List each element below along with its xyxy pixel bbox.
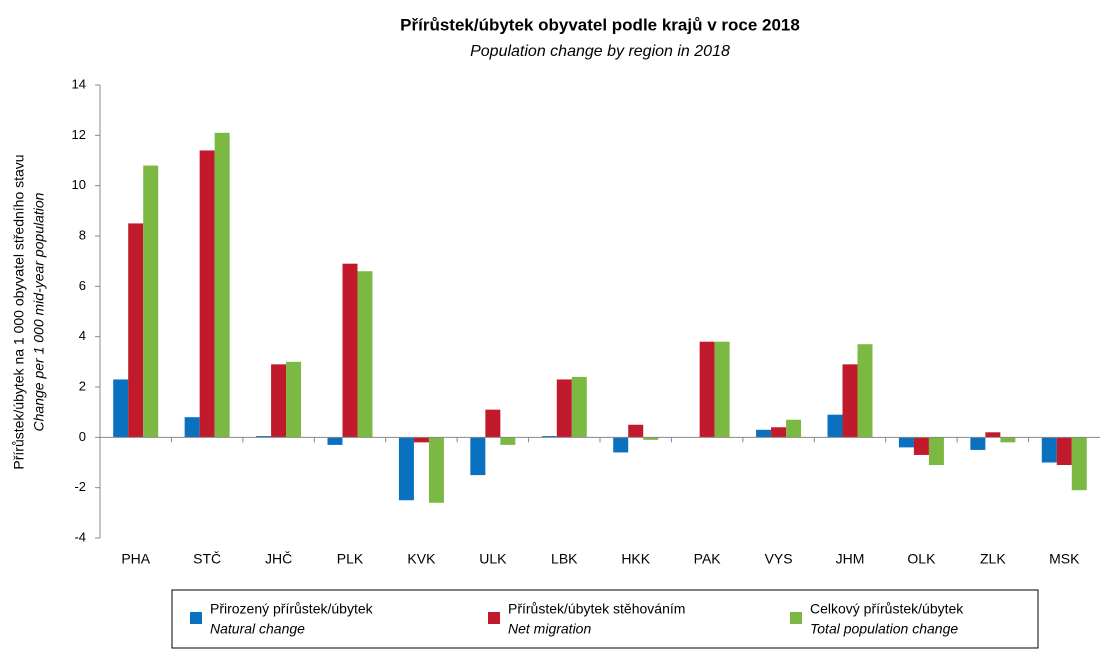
legend-box	[171, 589, 1039, 649]
bar	[256, 436, 272, 438]
bar	[199, 150, 215, 438]
x-tick-label: PAK	[694, 551, 722, 567]
bar	[827, 414, 843, 438]
bar	[970, 437, 986, 450]
x-tick-label: JHČ	[265, 551, 292, 567]
bar	[413, 437, 429, 443]
bar	[541, 436, 557, 438]
legend-label: Přírůstek/úbytek stěhováním	[508, 601, 685, 617]
bar	[1041, 437, 1057, 463]
x-tick-label: LBK	[551, 551, 578, 567]
x-tick-label: ZLK	[980, 551, 1006, 567]
bar	[398, 437, 414, 501]
bar	[857, 344, 873, 438]
bar	[342, 263, 358, 438]
legend-label-en: Total population change	[810, 621, 958, 637]
y-tick-label: 8	[79, 227, 86, 242]
x-tick-label: KVK	[407, 551, 436, 567]
y-tick-label: 0	[79, 429, 86, 444]
legend-swatch	[190, 612, 202, 624]
bar	[786, 419, 802, 438]
x-tick-label: OLK	[907, 551, 936, 567]
y-tick-label: 4	[79, 328, 86, 343]
y-axis-label: Přírůstek/úbytek na 1 000 obyvatel střed…	[11, 154, 27, 469]
legend-label-en: Natural change	[210, 621, 305, 637]
bar	[357, 271, 373, 438]
x-tick-label: HKK	[621, 551, 650, 567]
legend-swatch	[488, 612, 500, 624]
bar	[143, 165, 159, 438]
legend-label-en: Net migration	[508, 621, 591, 637]
bar	[1000, 437, 1016, 443]
x-tick-label: ULK	[479, 551, 507, 567]
bar	[485, 409, 501, 438]
y-tick-label: 14	[72, 76, 86, 91]
x-tick-label: STČ	[193, 551, 221, 567]
x-tick-label: JHM	[836, 551, 865, 567]
bar	[1071, 437, 1087, 491]
bar	[286, 361, 302, 438]
y-tick-label: 6	[79, 278, 86, 293]
bar	[128, 223, 144, 438]
x-tick-label: PLK	[337, 551, 364, 567]
x-tick-label: PHA	[121, 551, 150, 567]
bar	[1056, 437, 1072, 466]
bar	[771, 427, 787, 438]
bar	[985, 432, 1001, 438]
y-tick-label: -4	[74, 529, 86, 544]
bar	[470, 437, 486, 476]
bar	[714, 341, 730, 438]
x-tick-label: MSK	[1049, 551, 1080, 567]
bar	[756, 429, 772, 438]
bar	[214, 132, 230, 438]
legend-swatch	[790, 612, 802, 624]
bar	[500, 437, 516, 445]
y-tick-label: -2	[74, 479, 86, 494]
chart-subtitle: Population change by region in 2018	[470, 43, 730, 60]
bar	[842, 364, 858, 438]
bar	[913, 437, 929, 455]
bar	[113, 379, 129, 438]
legend-label: Přirozený přírůstek/úbytek	[210, 601, 374, 617]
y-axis-label-en: Change per 1 000 mid-year population	[31, 192, 47, 431]
bar	[571, 376, 587, 438]
bar	[628, 424, 644, 438]
bar	[699, 341, 715, 438]
y-tick-label: 2	[79, 378, 86, 393]
bar	[613, 437, 629, 453]
bar	[271, 364, 287, 438]
bar	[643, 437, 659, 440]
y-tick-label: 12	[72, 127, 86, 142]
bar	[556, 379, 572, 438]
bar	[327, 437, 343, 445]
x-tick-label: VYS	[765, 551, 793, 567]
bar	[928, 437, 944, 466]
bar	[898, 437, 914, 448]
chart-title: Přírůstek/úbytek obyvatel podle krajů v …	[400, 15, 800, 34]
legend-label: Celkový přírůstek/úbytek	[810, 601, 964, 617]
bar	[184, 417, 200, 438]
y-tick-label: 10	[72, 177, 86, 192]
bar	[428, 437, 444, 503]
